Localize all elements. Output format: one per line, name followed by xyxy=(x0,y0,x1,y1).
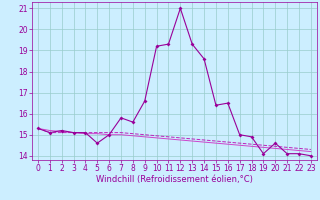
X-axis label: Windchill (Refroidissement éolien,°C): Windchill (Refroidissement éolien,°C) xyxy=(96,175,253,184)
